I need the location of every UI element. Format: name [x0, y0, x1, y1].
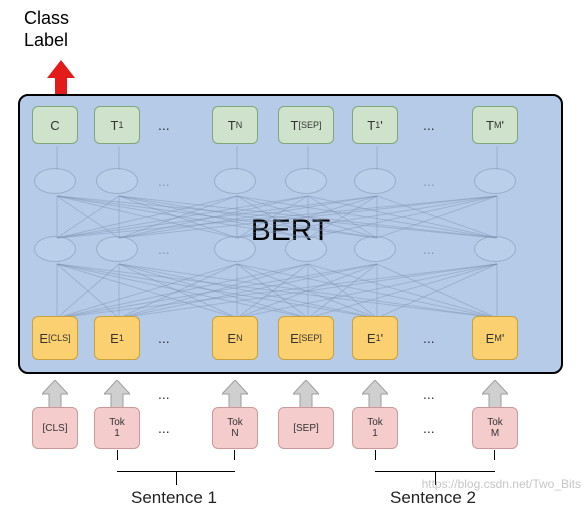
hidden-upper-1	[96, 168, 138, 194]
output-token-0: C	[32, 106, 78, 144]
input-token-2: TokN	[212, 407, 258, 449]
embedding-2: EN	[212, 316, 258, 360]
embedding-5: EM'	[472, 316, 518, 360]
input-token-ellipsis-1: ...	[423, 420, 435, 436]
sentence1-label: Sentence 1	[131, 488, 217, 508]
output-token-ellipsis-1: ...	[423, 117, 435, 133]
embedding-0: E[CLS]	[32, 316, 78, 360]
input-token-4: Tok1	[352, 407, 398, 449]
input-arrow-ellipsis-0: ...	[158, 386, 170, 402]
input-arrow-icon-3	[293, 380, 319, 408]
input-token-3: [SEP]	[278, 407, 334, 449]
input-arrow-icon-0	[42, 380, 68, 408]
hidden-upper-2	[214, 168, 256, 194]
class-label-line1: Class	[24, 8, 69, 28]
output-token-5: TM'	[472, 106, 518, 144]
input-arrow-icon-1	[104, 380, 130, 408]
watermark-text: https://blog.csdn.net/Two_Bits	[422, 477, 581, 491]
hidden-lower-5	[474, 236, 516, 262]
input-token-0: [CLS]	[32, 407, 78, 449]
output-token-1: T1	[94, 106, 140, 144]
embedding-3: E[SEP]	[278, 316, 334, 360]
hidden-upper-3	[285, 168, 327, 194]
output-token-3: T[SEP]	[278, 106, 334, 144]
output-token-ellipsis-0: ...	[158, 117, 170, 133]
hidden-lower-2	[214, 236, 256, 262]
hidden-upper-ellipsis-1: ...	[423, 173, 435, 189]
hidden-lower-1	[96, 236, 138, 262]
hidden-lower-3	[285, 236, 327, 262]
input-token-1: Tok1	[94, 407, 140, 449]
hidden-lower-0	[34, 236, 76, 262]
input-arrow-icon-2	[222, 380, 248, 408]
embedding-4: E1'	[352, 316, 398, 360]
hidden-upper-0	[34, 168, 76, 194]
sentence1-bracket	[117, 460, 235, 472]
sentence2-label: Sentence 2	[390, 488, 476, 508]
embedding-ellipsis-0: ...	[158, 330, 170, 346]
hidden-lower-ellipsis-0: ...	[158, 241, 170, 257]
hidden-upper-5	[474, 168, 516, 194]
class-label: Class Label	[24, 8, 69, 51]
input-arrow-ellipsis-1: ...	[423, 386, 435, 402]
hidden-lower-ellipsis-1: ...	[423, 241, 435, 257]
output-token-4: T1'	[352, 106, 398, 144]
hidden-lower-4	[354, 236, 396, 262]
hidden-upper-ellipsis-0: ...	[158, 173, 170, 189]
sentence2-bracket	[375, 460, 495, 472]
input-arrow-icon-5	[482, 380, 508, 408]
embedding-1: E1	[94, 316, 140, 360]
class-label-line2: Label	[24, 30, 68, 50]
hidden-upper-4	[354, 168, 396, 194]
output-token-2: TN	[212, 106, 258, 144]
embedding-ellipsis-1: ...	[423, 330, 435, 346]
input-arrow-icon-4	[362, 380, 388, 408]
input-token-5: TokM	[472, 407, 518, 449]
class-output-arrow-icon	[47, 60, 75, 96]
input-token-ellipsis-0: ...	[158, 420, 170, 436]
